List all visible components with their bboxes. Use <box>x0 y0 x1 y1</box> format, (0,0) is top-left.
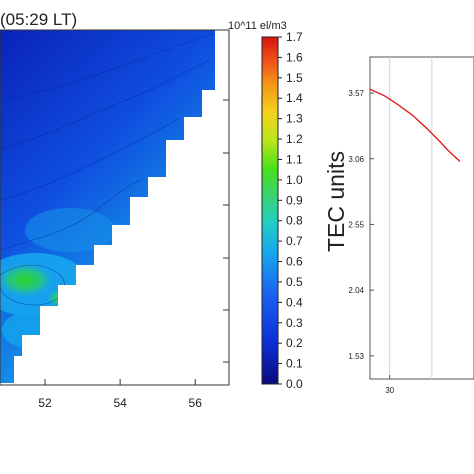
map-x-tick-label: 56 <box>189 396 203 410</box>
tec-x-tick-label: 30 <box>385 386 394 395</box>
colorbar-tick-label: 0.2 <box>286 336 303 350</box>
colorbar-tick-label: 0.8 <box>286 214 303 228</box>
colorbar-tick-label: 1.2 <box>286 132 303 146</box>
tec-y-tick-label: 3.06 <box>348 155 364 164</box>
colorbar-label: 10^11 el/m3 <box>228 20 287 32</box>
colorbar-tick-label: 1.0 <box>286 173 303 187</box>
tec-grid <box>389 57 433 379</box>
colorbar <box>261 36 279 385</box>
tec-series-line <box>369 88 461 162</box>
map-x-tick-label: 54 <box>113 396 127 410</box>
colorbar-tick-label: 0.1 <box>286 357 303 371</box>
colorbar-tick-label: 1.7 <box>286 30 303 44</box>
colorbar-ticks: 0.0 0.1 0.2 0.3 0.4 0.5 0.6 0.7 0.8 0.9 1.0 1.1 1.2 1… <box>278 30 303 391</box>
tec-y-tick-label: 2.55 <box>348 220 364 229</box>
map-frame <box>0 29 230 386</box>
colorbar-tick-label: 1.5 <box>286 71 303 85</box>
map-x-axis: 52 54 56 <box>38 379 202 410</box>
colorbar-tick-label: 0.7 <box>286 234 303 248</box>
colorbar-tick-label: 1.3 <box>286 112 303 126</box>
map-field <box>0 30 215 383</box>
colorbar-tick-label: 0.9 <box>286 193 303 207</box>
tec-y-tick-label: 1.53 <box>348 352 364 361</box>
colorbar-tick-label: 1.1 <box>286 152 303 166</box>
colorbar-tick-label: 0.0 <box>286 377 303 391</box>
colorbar-tick-label: 1.4 <box>286 91 303 105</box>
colorbar-tick-label: 1.6 <box>286 50 303 64</box>
tec-series <box>369 88 461 162</box>
colorbar-tick-label: 0.6 <box>286 255 303 269</box>
tec-y-tick-label: 3.57 <box>348 89 364 98</box>
tec-plot-frame <box>369 56 474 380</box>
tec-x-axis: 30 <box>385 375 395 395</box>
colorbar-tick-label: 0.5 <box>286 275 303 289</box>
map-right-ticks <box>223 99 229 363</box>
colorbar-tick-label: 0.4 <box>286 295 303 309</box>
colorbar-tick-label: 0.3 <box>286 316 303 330</box>
map-title: (05:29 LT) <box>0 10 77 29</box>
tec-ylabel: TEC units <box>323 151 349 252</box>
tec-y-axis: 3.57 3.06 2.55 2.04 1.53 <box>348 89 374 361</box>
tec-y-tick-label: 2.04 <box>348 286 364 295</box>
map-x-tick-label: 52 <box>38 396 52 410</box>
